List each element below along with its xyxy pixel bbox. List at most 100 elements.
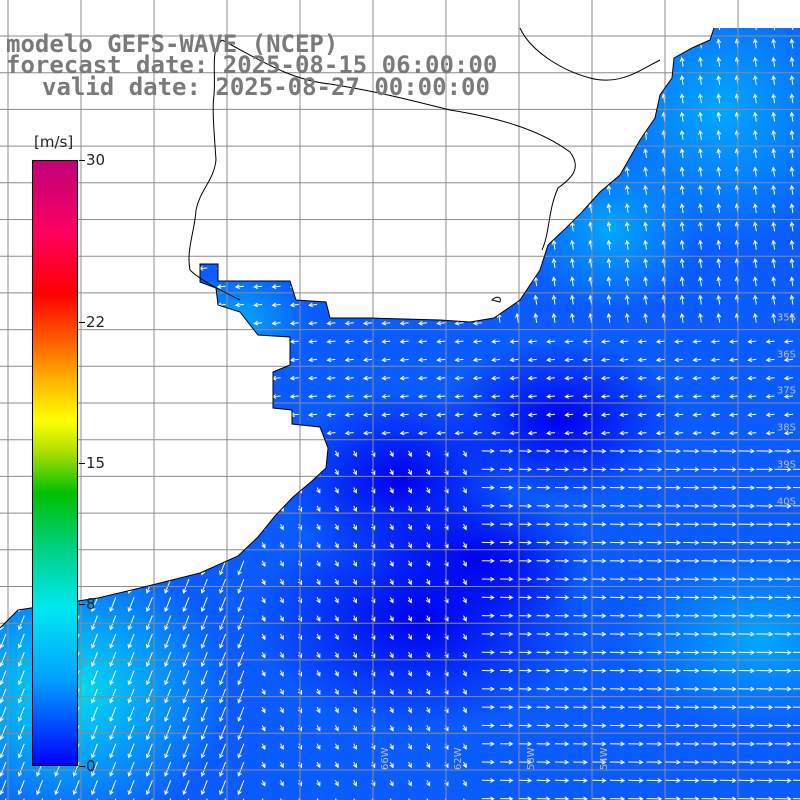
wind-arrow <box>533 239 539 250</box>
wind-arrow <box>426 670 431 677</box>
wind-arrow <box>582 339 592 344</box>
wind-arrow <box>500 613 514 619</box>
wind-arrow <box>88 265 98 271</box>
wind-arrow <box>145 597 153 613</box>
wind-arrow <box>472 137 482 143</box>
wind-arrow <box>0 229 7 235</box>
wind-arrow <box>200 743 208 759</box>
wind-arrow <box>771 111 776 122</box>
wind-arrow <box>491 430 501 436</box>
wind-arrow <box>472 28 482 33</box>
wind-arrow <box>664 686 681 692</box>
wind-arrow <box>518 613 533 619</box>
wind-arrow <box>500 448 514 454</box>
wind-arrow <box>536 467 551 472</box>
wind-arrow <box>491 357 501 363</box>
wind-arrow <box>436 174 446 180</box>
wind-arrow <box>407 450 412 458</box>
wind-arrow <box>344 101 354 106</box>
wind-arrow <box>0 780 7 796</box>
wind-arrow <box>106 339 116 344</box>
wind-arrow <box>362 156 373 161</box>
wind-arrow <box>253 265 263 271</box>
wind-arrow <box>454 320 464 326</box>
wind-arrow <box>496 221 502 232</box>
wind-arrow <box>509 357 519 363</box>
wind-arrow <box>237 560 245 576</box>
wind-arrow <box>271 192 281 198</box>
wind-arrow <box>573 759 588 765</box>
wind-arrow <box>436 119 446 125</box>
wind-arrow <box>316 651 321 659</box>
wind-arrow <box>518 485 533 491</box>
wind-arrow <box>436 412 446 418</box>
wind-arrow <box>533 294 539 305</box>
wind-arrow <box>179 247 190 253</box>
wind-arrow <box>243 468 248 476</box>
wind-arrow <box>51 101 61 106</box>
wind-arrow <box>646 467 663 472</box>
wind-arrow <box>15 265 25 271</box>
wind-arrow <box>454 229 464 235</box>
wind-arrow <box>462 523 467 531</box>
wind-arrow <box>536 759 551 765</box>
wind-arrow <box>609 576 626 582</box>
wind-arrow <box>753 38 758 49</box>
wind-arrow <box>237 652 245 668</box>
wind-arrow <box>481 558 495 564</box>
wind-arrow <box>344 247 354 253</box>
wind-arrow <box>683 613 700 619</box>
wind-arrow <box>114 505 120 513</box>
wind-arrow <box>399 211 409 216</box>
wind-arrow <box>624 276 630 287</box>
wind-arrow <box>462 505 467 513</box>
wind-arrow <box>362 320 373 326</box>
wind-arrow <box>143 320 153 326</box>
wind-arrow <box>216 119 226 125</box>
wind-arrow <box>127 706 135 722</box>
wind-arrow <box>0 82 7 88</box>
wind-arrow <box>500 668 514 674</box>
wind-arrow <box>737 723 756 729</box>
wind-arrow <box>600 412 610 418</box>
wind-arrow <box>0 339 7 344</box>
wind-arrow <box>334 688 339 696</box>
wind-arrow <box>188 468 193 476</box>
wind-arrow <box>643 294 648 305</box>
wind-arrow <box>674 357 684 363</box>
wind-arrow <box>436 430 446 436</box>
wind-arrow <box>0 670 7 686</box>
wind-arrow <box>352 651 357 659</box>
wind-arrow <box>606 294 612 305</box>
wind-arrow <box>606 257 612 268</box>
wind-arrow <box>399 375 409 381</box>
wind-arrow <box>628 485 644 491</box>
wind-arrow <box>289 156 299 161</box>
wind-arrow <box>271 412 281 418</box>
wind-arrow <box>591 741 607 747</box>
wind-arrow <box>753 312 758 323</box>
wind-arrow <box>161 265 171 271</box>
wind-arrow <box>279 761 284 769</box>
wind-arrow <box>628 650 644 655</box>
wind-arrow <box>527 339 537 344</box>
wind-arrow <box>481 796 495 800</box>
wind-arrow <box>454 394 464 399</box>
wind-arrow <box>719 540 737 546</box>
wind-arrow <box>646 613 663 619</box>
wind-arrow <box>261 761 266 769</box>
wind-arrow <box>352 450 357 458</box>
wind-arrow <box>679 312 685 323</box>
wind-arrow <box>407 761 412 769</box>
wind-arrow <box>352 578 357 586</box>
wind-arrow <box>169 542 174 549</box>
wind-arrow <box>716 239 722 250</box>
wind-arrow <box>462 688 467 696</box>
wind-arrow <box>609 723 626 728</box>
wind-arrow <box>737 540 756 546</box>
wind-arrow <box>765 357 775 363</box>
wind-arrow <box>789 111 795 122</box>
wind-arrow <box>253 192 263 198</box>
wind-arrow <box>591 558 607 564</box>
wind-arrow <box>756 521 774 527</box>
